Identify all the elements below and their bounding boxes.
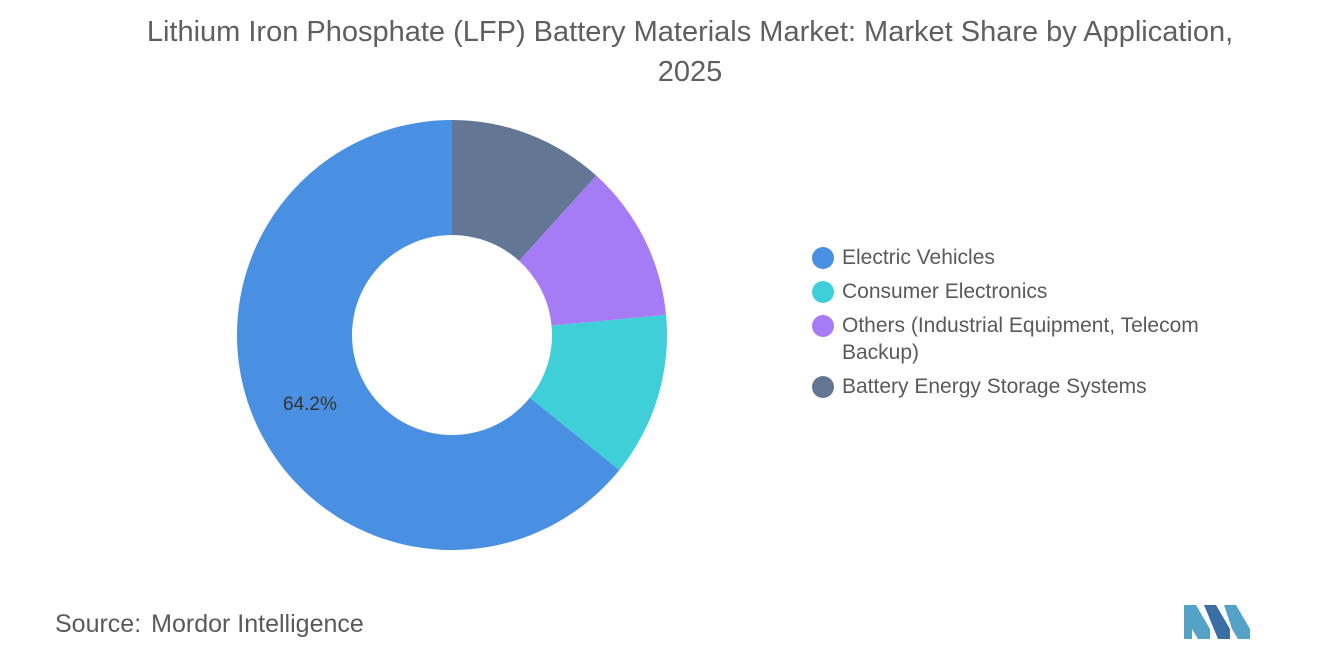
logo-shape-left — [1184, 605, 1210, 639]
slice-labels: 64.2% — [283, 394, 337, 415]
legend-label: Consumer Electronics — [842, 280, 1048, 303]
chart-title: Lithium Iron Phosphate (LFP) Battery Mat… — [146, 16, 1234, 88]
legend-label: Battery Energy Storage Systems — [842, 375, 1147, 398]
source-label: Source: — [55, 610, 142, 638]
legend-item-others[interactable]: Others (Industrial Equipment, Telecom Ba… — [812, 312, 1252, 366]
donut-slice-consumer-electronics[interactable] — [529, 314, 667, 470]
donut-slice-battery-energy-storage-systems[interactable] — [452, 120, 597, 261]
legend-item-electric-vehicles[interactable]: Electric Vehicles — [812, 244, 1252, 271]
logo-shape-right — [1224, 605, 1250, 639]
source-value: Mordor Intelligence — [151, 610, 364, 638]
slice-data-label: 64.2% — [283, 394, 337, 415]
legend-item-battery-energy-storage[interactable]: Battery Energy Storage Systems — [812, 373, 1252, 400]
legend-swatch — [812, 376, 834, 398]
legend: Electric Vehicles Consumer Electronics O… — [812, 244, 1252, 407]
legend-item-consumer-electronics[interactable]: Consumer Electronics — [812, 278, 1252, 305]
legend-swatch — [812, 281, 834, 303]
donut-slice-others-industrial-equipment-telecom-backup[interactable] — [519, 175, 667, 326]
logo-shape-middle — [1204, 605, 1230, 639]
legend-swatch — [812, 315, 834, 337]
legend-label: Others (Industrial Equipment, Telecom Ba… — [842, 314, 1199, 364]
mordor-intelligence-logo — [1184, 605, 1250, 639]
legend-swatch — [812, 247, 834, 269]
source-note: Source: Mordor Intelligence — [55, 610, 364, 639]
donut-slices — [236, 120, 667, 551]
legend-label: Electric Vehicles — [842, 246, 995, 269]
donut-slice-electric-vehicles[interactable] — [236, 120, 620, 551]
